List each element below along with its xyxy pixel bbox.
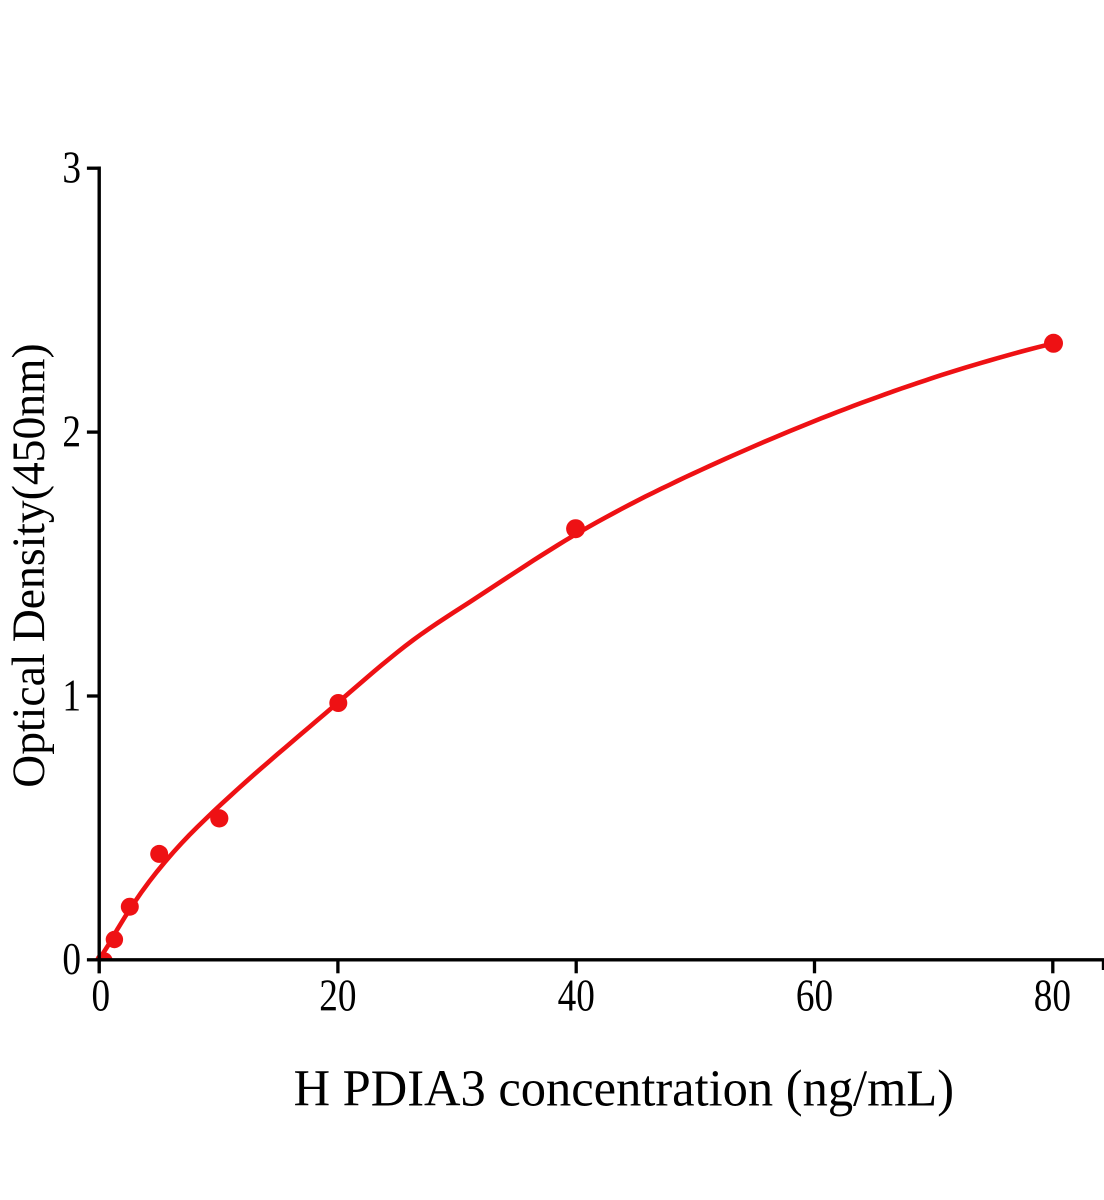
svg-text:60: 60 (796, 971, 833, 1022)
svg-text:1: 1 (62, 671, 81, 722)
svg-text:Optical Density(450nm): Optical Density(450nm) (3, 343, 55, 787)
svg-text:0: 0 (91, 971, 110, 1022)
svg-text:80: 80 (1034, 971, 1071, 1022)
svg-text:3: 3 (62, 143, 81, 194)
svg-text:2: 2 (62, 407, 81, 458)
svg-text:20: 20 (319, 971, 356, 1022)
svg-text:H PDIA3 concentration (ng/mL): H PDIA3 concentration (ng/mL) (294, 1060, 954, 1118)
svg-text:0: 0 (62, 935, 81, 986)
svg-text:40: 40 (558, 971, 595, 1022)
